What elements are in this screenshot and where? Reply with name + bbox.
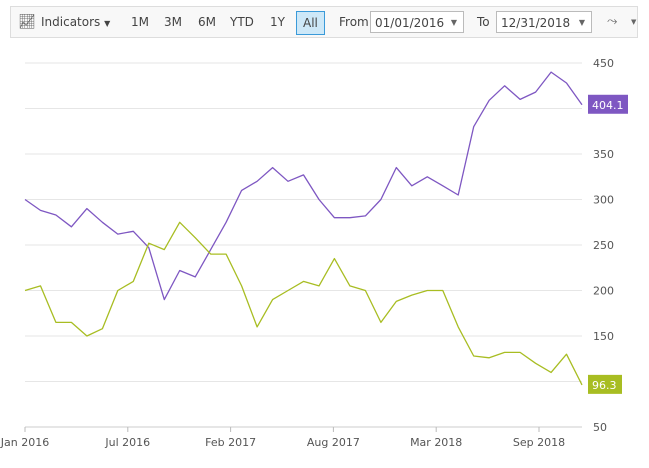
- y-tick-label: 150: [593, 330, 614, 343]
- x-tick-label: Jan 2016: [0, 436, 49, 449]
- from-date-input[interactable]: 01/01/2016 ▼: [370, 11, 464, 33]
- y-tick-label: 350: [593, 148, 614, 161]
- from-label: From: [339, 15, 369, 29]
- last-value-label: 96.3: [592, 379, 617, 392]
- last-value-flag: [588, 94, 628, 114]
- y-tick-label: 250: [593, 239, 614, 252]
- range-1y-button[interactable]: 1Y: [270, 15, 285, 29]
- to-label: To: [477, 15, 490, 29]
- x-tick-label: Feb 2017: [205, 436, 256, 449]
- indicators-dropdown[interactable]: Indicators ▼: [37, 7, 114, 37]
- x-tick-label: Mar 2018: [410, 436, 462, 449]
- chevron-down-icon: ▼: [104, 19, 111, 28]
- x-tick-label: Sep 2018: [513, 436, 565, 449]
- range-6m-button[interactable]: 6M: [198, 15, 216, 29]
- x-tick-label: Jul 2016: [104, 436, 150, 449]
- series-line-2: [24, 221, 583, 386]
- chevron-down-icon[interactable]: ▼: [631, 18, 637, 26]
- range-ytd-button[interactable]: YTD: [230, 15, 254, 29]
- to-date-value: 12/31/2018: [501, 16, 571, 30]
- y-tick-label: 300: [593, 194, 614, 207]
- range-3m-button[interactable]: 3M: [164, 15, 182, 29]
- chevron-down-icon: ▼: [450, 18, 457, 27]
- chevron-down-icon: ▼: [578, 18, 585, 27]
- indicators-label: Indicators: [41, 15, 101, 29]
- last-value-label: 404.1: [592, 99, 624, 112]
- to-date-input[interactable]: 12/31/2018 ▼: [496, 11, 592, 33]
- last-value-flag: [588, 374, 622, 394]
- y-tick-label: 450: [593, 57, 614, 70]
- range-toolbar: 📈︎ Indicators ▼ 1M 3M 6M YTD 1Y All From…: [10, 6, 638, 38]
- y-tick-label: 50: [593, 421, 607, 434]
- range-all-button[interactable]: All: [296, 11, 325, 35]
- series-line-1: [24, 71, 583, 301]
- from-date-value: 01/01/2016: [375, 16, 445, 30]
- indicators-chart-icon[interactable]: 📈︎: [18, 14, 36, 30]
- range-1m-button[interactable]: 1M: [131, 15, 149, 29]
- line-chart-type-icon[interactable]: ⤳: [607, 14, 618, 29]
- x-tick-label: Aug 2017: [307, 436, 360, 449]
- y-tick-label: 200: [593, 285, 614, 298]
